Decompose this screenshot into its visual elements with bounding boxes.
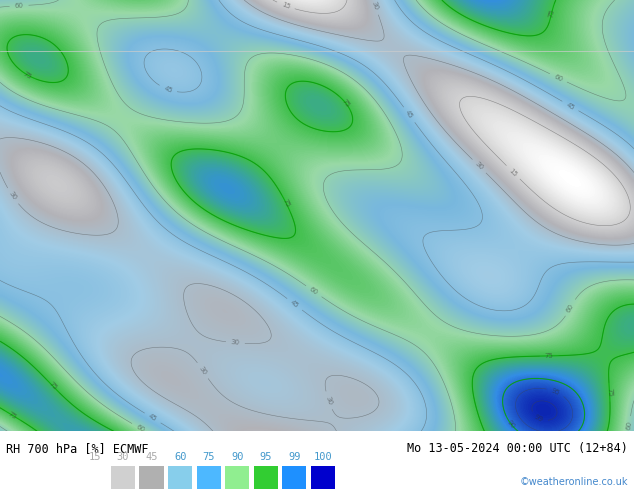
Text: 30: 30 [117,452,129,462]
Text: 60: 60 [626,420,633,430]
Text: ©weatheronline.co.uk: ©weatheronline.co.uk [519,477,628,487]
FancyBboxPatch shape [311,466,335,489]
Text: 75: 75 [545,353,553,359]
Text: 30: 30 [371,0,380,11]
Text: 15: 15 [508,167,519,177]
Text: 75: 75 [281,198,291,209]
Text: 60: 60 [135,423,146,433]
Text: 45: 45 [565,101,576,111]
Text: 75: 75 [8,411,18,420]
Text: 75: 75 [22,70,33,80]
Text: 95: 95 [550,387,561,396]
FancyBboxPatch shape [282,466,306,489]
Text: 60: 60 [566,302,575,313]
Text: 45: 45 [404,109,414,120]
Text: 75: 75 [548,8,555,18]
Text: 100: 100 [313,452,332,462]
FancyBboxPatch shape [197,466,221,489]
Text: 60: 60 [15,2,23,9]
Text: 99: 99 [288,452,301,462]
Text: 75: 75 [48,381,58,392]
Text: 90: 90 [506,418,516,429]
Text: 15: 15 [281,1,291,10]
FancyBboxPatch shape [168,466,192,489]
Text: 75: 75 [606,388,612,397]
FancyBboxPatch shape [254,466,278,489]
FancyBboxPatch shape [139,466,164,489]
Text: 90: 90 [231,452,243,462]
Text: 45: 45 [163,85,173,94]
Text: 45: 45 [289,299,300,309]
FancyBboxPatch shape [111,466,135,489]
FancyBboxPatch shape [82,466,107,489]
Text: 30: 30 [8,191,18,201]
Text: 75: 75 [202,452,215,462]
Text: 95: 95 [259,452,272,462]
Text: 60: 60 [553,73,564,82]
Text: 75: 75 [340,98,351,108]
Text: RH 700 hPa [%] ECMWF: RH 700 hPa [%] ECMWF [6,442,149,455]
Text: Mo 13-05-2024 00:00 UTC (12+84): Mo 13-05-2024 00:00 UTC (12+84) [407,442,628,455]
Text: 45: 45 [145,452,158,462]
Text: 15: 15 [88,452,101,462]
Text: 99: 99 [533,414,544,423]
Text: 60: 60 [174,452,186,462]
FancyBboxPatch shape [225,466,249,489]
Text: 30: 30 [474,161,484,171]
Text: 30: 30 [325,395,333,406]
Text: 30: 30 [198,365,208,376]
Text: 45: 45 [147,413,158,423]
Text: 60: 60 [308,286,320,296]
Text: 30: 30 [231,340,240,346]
